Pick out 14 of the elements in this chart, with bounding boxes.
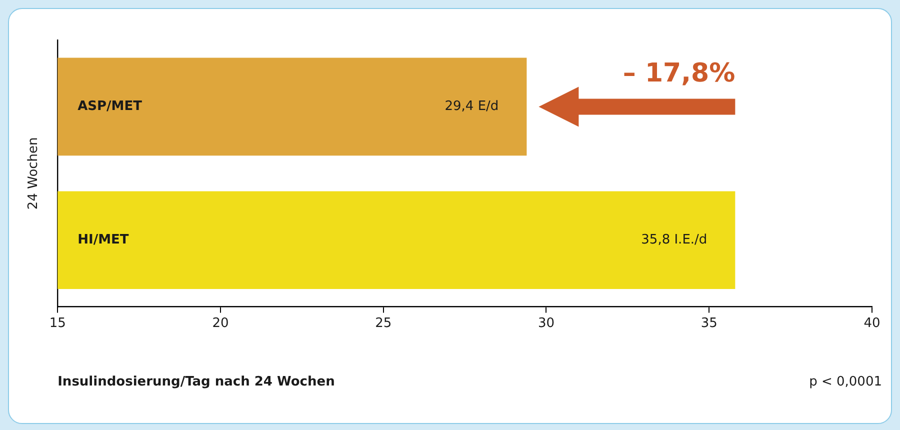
text: p < 0,0001 [809, 374, 882, 390]
data-label: 35,8 I.E./d [641, 232, 708, 248]
x-tick-label: 15 [49, 316, 66, 331]
x-axis-title: Insulindosierung/Tag nach 24 Wochen [58, 374, 335, 390]
y-axis-title: 24 Wochen [26, 137, 42, 210]
x-tick-label: 20 [212, 316, 229, 331]
y-tick-label: HI/MET [78, 232, 129, 248]
x-tick-label: 25 [375, 316, 392, 331]
data-label: 29,4 E/d [444, 99, 499, 114]
x-tick-label: 40 [864, 316, 880, 331]
y-tick-label: ASP/MET [78, 99, 142, 114]
x-tick-label: 30 [538, 316, 555, 331]
x-tick-label: 35 [700, 316, 718, 331]
annotation: – 17,8% [622, 58, 736, 88]
